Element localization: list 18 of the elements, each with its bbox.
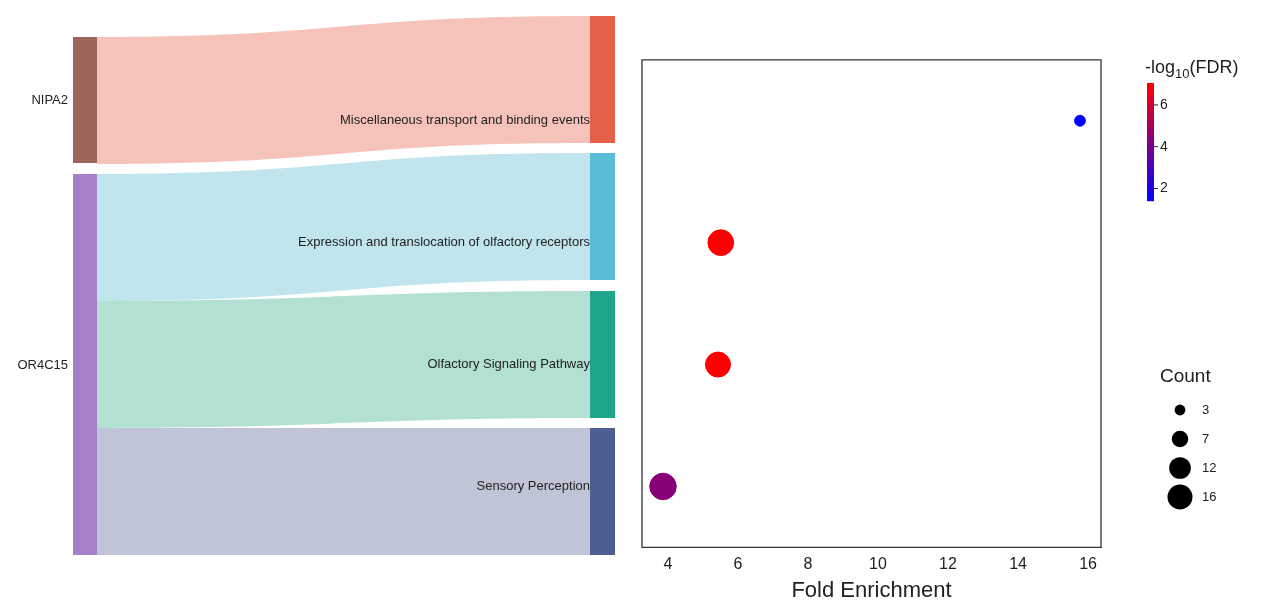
- x-tick-label: 12: [939, 555, 957, 573]
- x-tick-label: 6: [733, 555, 743, 573]
- color-bar-label: 2: [1160, 179, 1168, 196]
- x-tick-label: 10: [869, 555, 887, 573]
- text: NIPA2: [31, 92, 68, 107]
- x-tick-label: 4: [663, 555, 673, 573]
- color-bar-label: 4: [1160, 137, 1168, 154]
- x-tick-label: 14: [1009, 555, 1028, 573]
- color-bar-label: 6: [1160, 95, 1168, 112]
- legend-label: 12: [1202, 459, 1217, 475]
- legend-title: Count: [1160, 365, 1212, 387]
- legend-label: 3: [1202, 401, 1210, 417]
- x-tick-label: 16: [1079, 555, 1098, 573]
- x-tick-label: 8: [803, 555, 813, 573]
- text: OR4C15: [17, 356, 68, 372]
- legend-label: 7: [1202, 430, 1210, 446]
- legend-label: 16: [1202, 488, 1217, 504]
- x-axis-title: Fold Enrichment: [791, 576, 952, 602]
